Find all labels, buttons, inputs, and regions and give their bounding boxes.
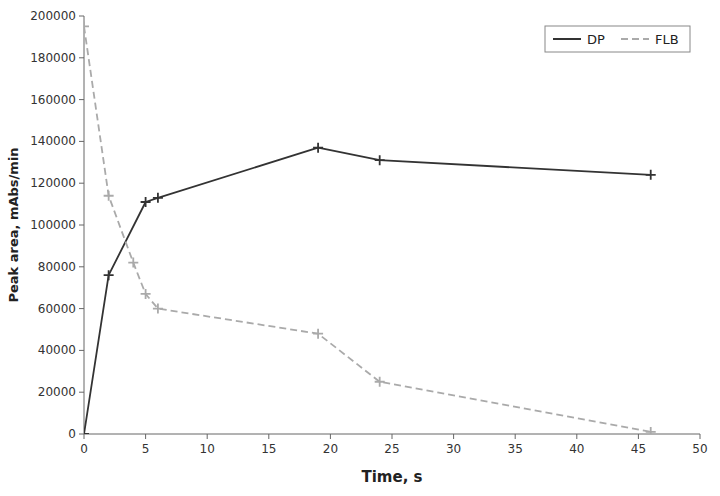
point-marker [84, 21, 89, 31]
y-tick-label: 60000 [38, 302, 76, 316]
y-tick [79, 16, 84, 17]
x-tick-label: 10 [200, 442, 215, 456]
x-tick [638, 434, 639, 439]
legend-label: FLB [655, 32, 679, 47]
x-tick [268, 434, 269, 439]
y-tick [79, 392, 84, 393]
x-tick [84, 434, 85, 439]
legend-swatch [553, 38, 581, 40]
x-tick [145, 434, 146, 439]
x-tick [515, 434, 516, 439]
point-marker [646, 427, 656, 434]
y-axis-label: Peak area, mAbs/min [6, 147, 21, 302]
y-tick-label: 160000 [30, 93, 76, 107]
y-tick-label: 180000 [30, 51, 76, 65]
y-tick-label: 140000 [30, 134, 76, 148]
point-marker [375, 377, 385, 387]
series [84, 21, 656, 434]
y-tick-label: 0 [68, 427, 76, 441]
y-tick [79, 434, 84, 435]
legend: DP FLB [545, 26, 690, 52]
point-marker [313, 143, 323, 153]
point-marker [153, 304, 163, 314]
x-tick [392, 434, 393, 439]
point-marker [128, 258, 138, 268]
x-tick-label: 25 [384, 442, 399, 456]
point-marker [104, 191, 114, 201]
y-tick-label: 200000 [30, 9, 76, 23]
y-tick [79, 308, 84, 309]
y-tick [79, 141, 84, 142]
x-tick-label: 40 [569, 442, 584, 456]
y-tick-label: 80000 [38, 260, 76, 274]
y-tick-label: 20000 [38, 385, 76, 399]
y-tick [79, 225, 84, 226]
point-marker [375, 155, 385, 165]
x-tick [207, 434, 208, 439]
point-marker [84, 429, 89, 434]
chart: 0 5 10 15 20 25 30 35 40 45 50 0 20000 40000 60000 8000… [0, 0, 720, 496]
point-marker [646, 170, 656, 180]
x-tick-label: 30 [446, 442, 461, 456]
x-tick [330, 434, 331, 439]
x-tick [700, 434, 701, 439]
x-tick [453, 434, 454, 439]
x-tick-label: 35 [508, 442, 523, 456]
series [84, 143, 656, 434]
point-marker [104, 270, 114, 280]
x-tick-label: 50 [692, 442, 707, 456]
y-tick-label: 100000 [30, 218, 76, 232]
point-marker [153, 193, 163, 203]
y-tick [79, 99, 84, 100]
y-tick [79, 57, 84, 58]
y-tick [79, 183, 84, 184]
axes: 0 5 10 15 20 25 30 35 40 45 50 0 20000 40000 60000 8000… [30, 9, 707, 456]
series-line [84, 26, 651, 431]
point-marker [141, 289, 151, 299]
x-tick-label: 45 [631, 442, 646, 456]
point-marker [313, 329, 323, 339]
point-marker [141, 197, 151, 207]
plot-area [84, 21, 656, 434]
x-tick-label: 20 [323, 442, 338, 456]
x-axis-label: Time, s [361, 468, 422, 486]
x-tick-label: 15 [261, 442, 276, 456]
y-tick [79, 266, 84, 267]
legend-swatch [621, 38, 649, 40]
y-tick-label: 120000 [30, 176, 76, 190]
x-tick [576, 434, 577, 439]
legend-label: DP [587, 32, 605, 47]
y-tick-label: 40000 [38, 343, 76, 357]
x-tick-label: 5 [142, 442, 150, 456]
series-line [84, 148, 651, 434]
legend-box [545, 26, 690, 52]
background [0, 0, 720, 496]
x-tick-label: 0 [80, 442, 88, 456]
y-tick [79, 350, 84, 351]
